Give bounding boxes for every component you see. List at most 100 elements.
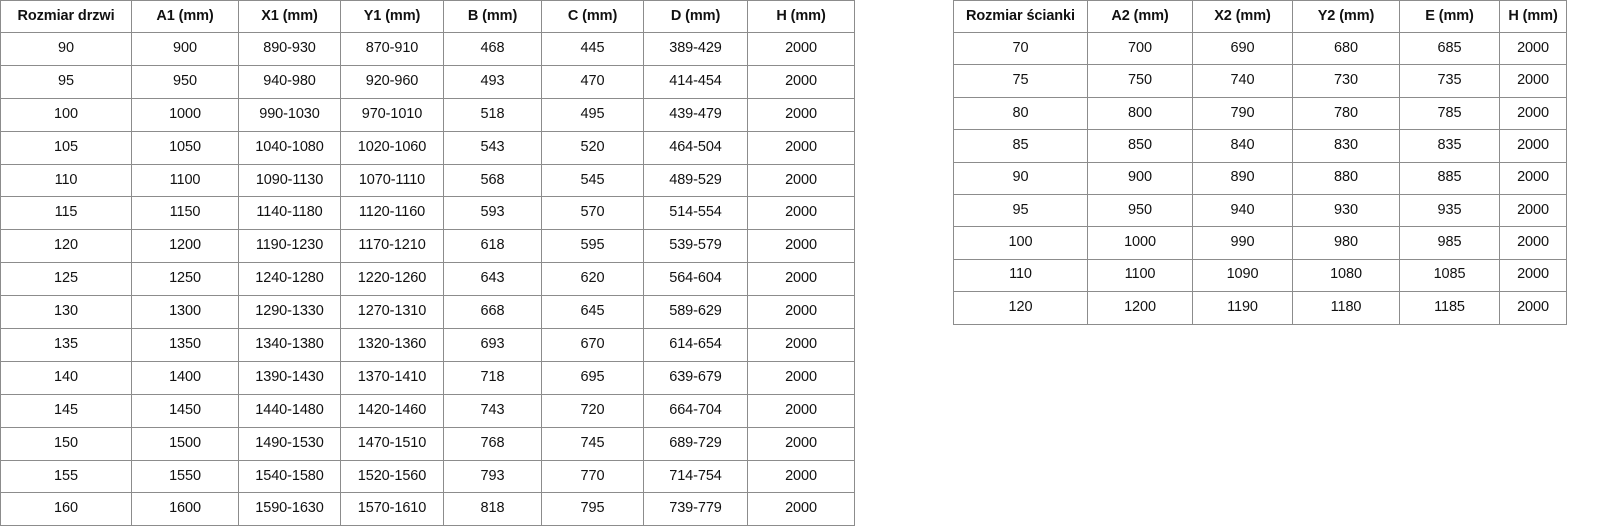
- cell: 2000: [747, 328, 855, 362]
- table-row: 120 1200 1190 1180 1185 2000: [953, 291, 1567, 325]
- cell: 990-1030: [238, 97, 341, 132]
- cell: 1080: [1292, 258, 1400, 293]
- cell: 1470-1510: [340, 426, 444, 461]
- cell: 950: [1087, 193, 1193, 228]
- cell: 795: [541, 492, 644, 526]
- cell: 389-429: [643, 32, 748, 66]
- cell: 700: [1087, 31, 1193, 66]
- cell: 100: [0, 97, 132, 132]
- cell: 1090: [1192, 258, 1293, 293]
- cell: 564-604: [643, 262, 748, 297]
- cell: 730: [1292, 64, 1400, 98]
- walls-table-header-row: Rozmiar ścianki A2 (mm) X2 (mm) Y2 (mm) …: [953, 0, 1567, 33]
- table-row: 110 1100 1090-1130 1070-1110 568 545 489…: [0, 163, 855, 198]
- cell: 2000: [747, 262, 855, 297]
- cell: 985: [1399, 226, 1500, 260]
- table-row: 155 1550 1540-1580 1520-1560 793 770 714…: [0, 459, 855, 494]
- cell: 95: [0, 64, 132, 99]
- cell: 790: [1192, 96, 1293, 131]
- cell: 780: [1292, 96, 1400, 131]
- cell: 2000: [747, 393, 855, 428]
- cell: 693: [443, 328, 542, 362]
- cell: 1040-1080: [238, 130, 341, 165]
- cell: 2000: [1499, 193, 1567, 228]
- cell: 1200: [1087, 291, 1193, 325]
- table-row: 90 900 890 880 885 2000: [953, 161, 1567, 195]
- cell: 468: [443, 32, 542, 66]
- cell: 1090-1130: [238, 163, 341, 198]
- cell: 545: [541, 163, 644, 198]
- doors-column-header-a1: A1 (mm): [131, 0, 239, 33]
- cell: 595: [541, 229, 644, 264]
- walls-specification-table: Rozmiar ścianki A2 (mm) X2 (mm) Y2 (mm) …: [953, 0, 1567, 325]
- cell: 735: [1399, 64, 1500, 98]
- cell: 1550: [131, 459, 239, 494]
- cell: 1440-1480: [238, 393, 341, 428]
- table-row: 140 1400 1390-1430 1370-1410 718 695 639…: [0, 360, 855, 395]
- cell: 150: [0, 426, 132, 461]
- cell: 1390-1430: [238, 360, 341, 395]
- cell: 514-554: [643, 196, 748, 231]
- walls-column-header-h: H (mm): [1499, 0, 1567, 33]
- doors-column-header-size: Rozmiar drzwi: [0, 0, 132, 33]
- cell: 639-679: [643, 360, 748, 395]
- specification-tables-page: Rozmiar drzwi A1 (mm) X1 (mm) Y1 (mm) B …: [0, 0, 1567, 526]
- cell: 835: [1399, 129, 1500, 163]
- table-row: 95 950 940-980 920-960 493 470 414-454 2…: [0, 64, 855, 99]
- cell: 2000: [1499, 129, 1567, 163]
- cell: 2000: [1499, 161, 1567, 195]
- cell: 130: [0, 295, 132, 330]
- cell: 695: [541, 360, 644, 395]
- cell: 80: [953, 96, 1088, 131]
- cell: 1185: [1399, 291, 1500, 325]
- cell: 2000: [747, 32, 855, 66]
- cell: 743: [443, 393, 542, 428]
- cell: 890-930: [238, 32, 341, 66]
- cell: 1300: [131, 295, 239, 330]
- table-row: 105 1050 1040-1080 1020-1060 543 520 464…: [0, 130, 855, 165]
- cell: 685: [1399, 31, 1500, 66]
- doors-column-header-b: B (mm): [443, 0, 542, 33]
- cell: 539-579: [643, 229, 748, 264]
- cell: 1250: [131, 262, 239, 297]
- cell: 543: [443, 130, 542, 165]
- cell: 690: [1192, 31, 1293, 66]
- cell: 445: [541, 32, 644, 66]
- cell: 745: [541, 426, 644, 461]
- cell: 1240-1280: [238, 262, 341, 297]
- cell: 2000: [1499, 258, 1567, 293]
- table-row: 110 1100 1090 1080 1085 2000: [953, 258, 1567, 293]
- cell: 1320-1360: [340, 328, 444, 362]
- table-row: 130 1300 1290-1330 1270-1310 668 645 589…: [0, 295, 855, 330]
- cell: 520: [541, 130, 644, 165]
- cell: 2000: [747, 229, 855, 264]
- cell: 870-910: [340, 32, 444, 66]
- cell: 2000: [747, 163, 855, 198]
- cell: 935: [1399, 193, 1500, 228]
- table-row: 95 950 940 930 935 2000: [953, 193, 1567, 228]
- cell: 880: [1292, 161, 1400, 195]
- cell: 1340-1380: [238, 328, 341, 362]
- cell: 618: [443, 229, 542, 264]
- cell: 920-960: [340, 64, 444, 99]
- cell: 1140-1180: [238, 196, 341, 231]
- cell: 620: [541, 262, 644, 297]
- cell: 990: [1192, 226, 1293, 260]
- cell: 1100: [1087, 258, 1193, 293]
- cell: 495: [541, 97, 644, 132]
- cell: 689-729: [643, 426, 748, 461]
- cell: 1190: [1192, 291, 1293, 325]
- cell: 720: [541, 393, 644, 428]
- cell: 1070-1110: [340, 163, 444, 198]
- walls-column-header-a2: A2 (mm): [1087, 0, 1193, 33]
- cell: 768: [443, 426, 542, 461]
- cell: 940-980: [238, 64, 341, 99]
- cell: 1350: [131, 328, 239, 362]
- cell: 2000: [747, 196, 855, 231]
- cell: 668: [443, 295, 542, 330]
- cell: 1220-1260: [340, 262, 444, 297]
- cell: 489-529: [643, 163, 748, 198]
- cell: 2000: [1499, 64, 1567, 98]
- cell: 818: [443, 492, 542, 526]
- cell: 840: [1192, 129, 1293, 163]
